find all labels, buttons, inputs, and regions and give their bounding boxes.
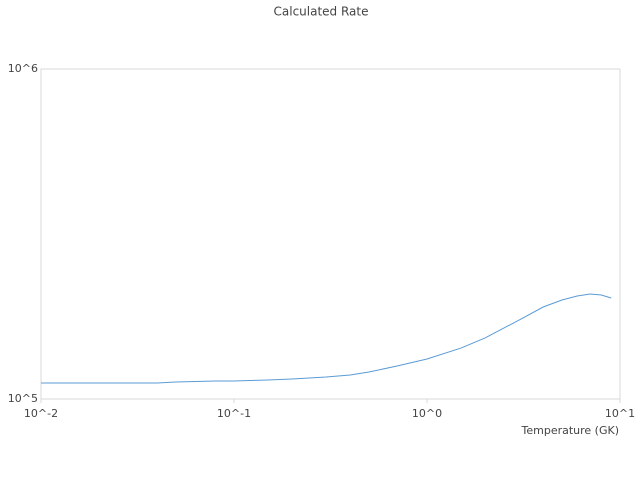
x-tick-label: 10^-2 — [24, 407, 58, 420]
x-tick-label: 10^1 — [605, 407, 635, 420]
chart-title: Calculated Rate — [274, 5, 369, 19]
x-axis-label: Temperature (GK) — [521, 424, 620, 437]
x-tick-label: 10^0 — [412, 407, 442, 420]
x-tick-label: 10^-1 — [217, 407, 251, 420]
y-tick-label: 10^6 — [8, 62, 38, 75]
line-series — [41, 293, 612, 384]
y-tick-label: 10^5 — [8, 392, 38, 405]
